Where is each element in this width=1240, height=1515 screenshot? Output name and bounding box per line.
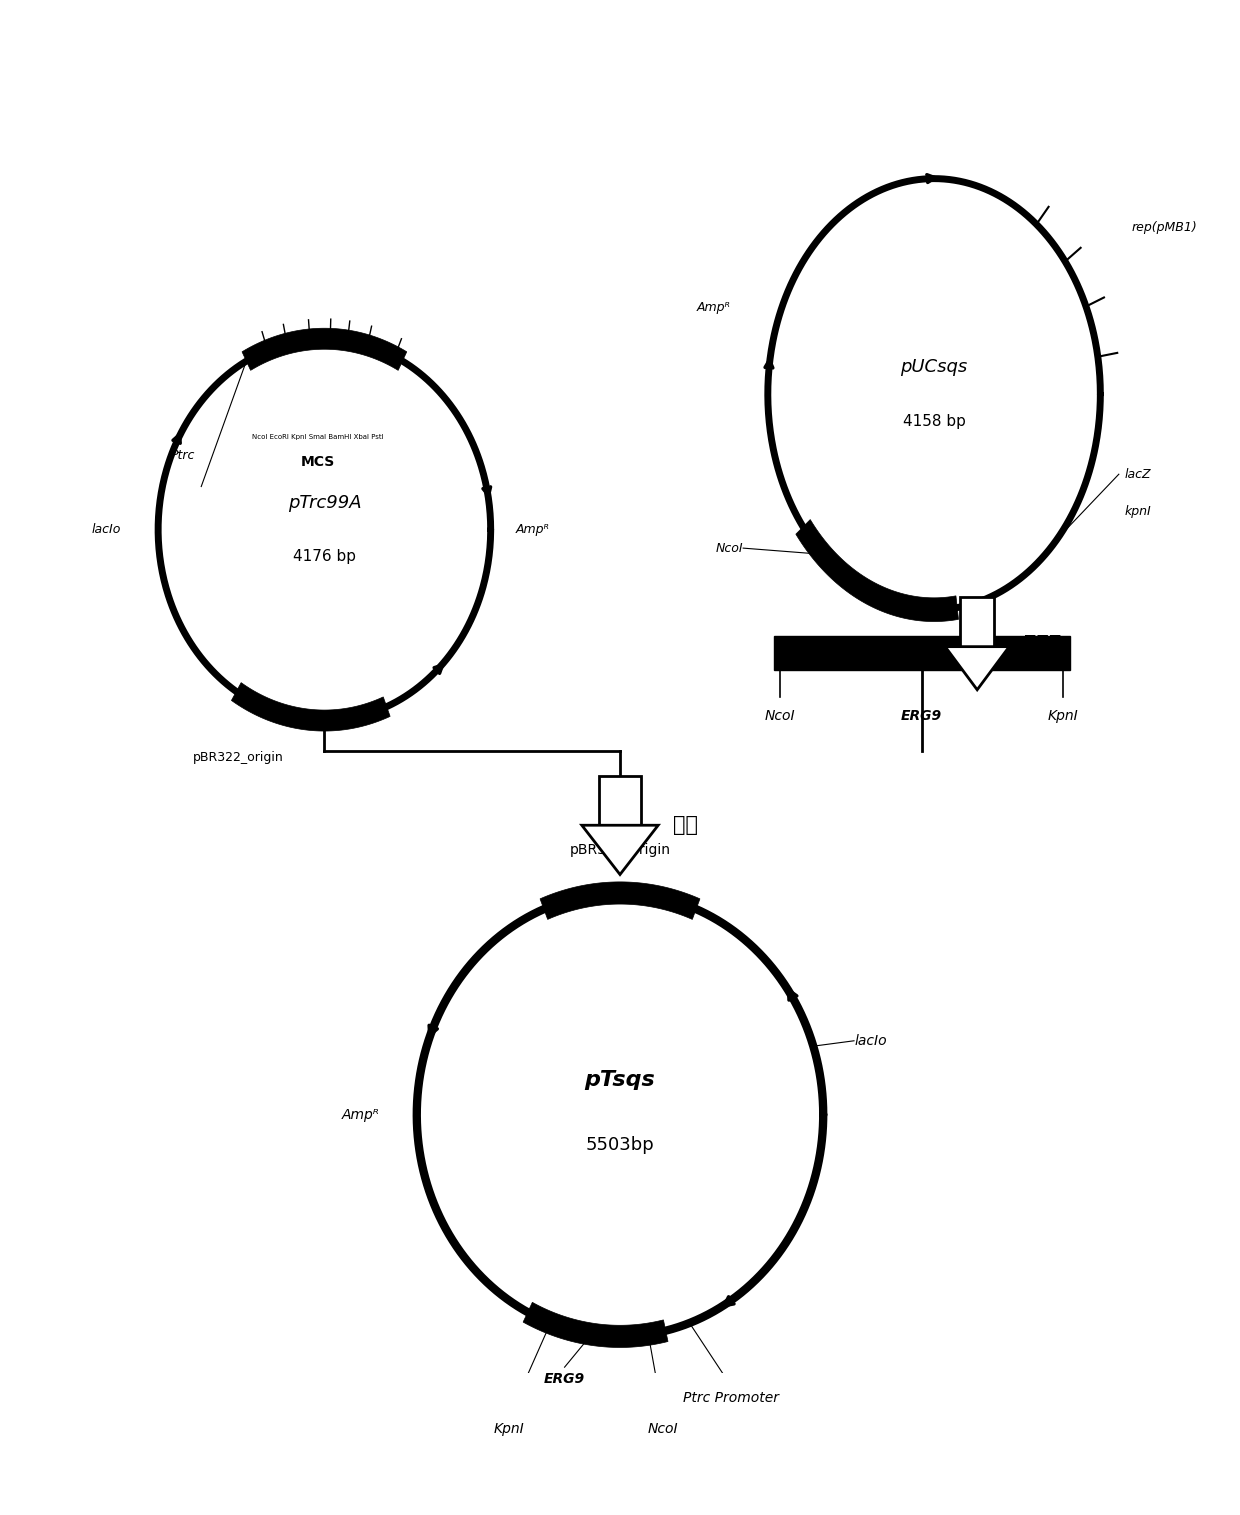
Text: Ptrc Promoter: Ptrc Promoter [683, 1391, 779, 1404]
Text: ERG9: ERG9 [928, 647, 965, 659]
Text: NcoI: NcoI [715, 542, 743, 554]
Text: pUCsqs: pUCsqs [900, 358, 967, 376]
Polygon shape [242, 329, 407, 370]
Text: lacZ: lacZ [1125, 468, 1152, 480]
Polygon shape [945, 647, 1009, 689]
Bar [774, 636, 1070, 670]
Text: Ampᴿ: Ampᴿ [516, 523, 549, 536]
Text: 双酵切: 双酵切 [1024, 633, 1061, 653]
Text: pTrc99A: pTrc99A [288, 494, 361, 512]
Text: Ampᴿ: Ampᴿ [697, 301, 730, 315]
Text: Ptrc: Ptrc [171, 450, 195, 462]
Text: NcoI: NcoI [765, 709, 795, 724]
Text: pTsqs: pTsqs [584, 1070, 656, 1091]
Text: 5503bp: 5503bp [585, 1136, 655, 1154]
Text: ERG9: ERG9 [901, 709, 942, 724]
Polygon shape [232, 683, 391, 732]
Text: KpnI: KpnI [1048, 709, 1079, 724]
Text: lacIᴏ: lacIᴏ [854, 1033, 887, 1048]
Text: 4158 bp: 4158 bp [903, 414, 966, 429]
Text: NcoI EcoRI KpnI SmaI BamHI XbaI PstI: NcoI EcoRI KpnI SmaI BamHI XbaI PstI [253, 435, 384, 441]
Polygon shape [796, 520, 959, 621]
Bar [599, 776, 641, 826]
Text: kpnI: kpnI [1125, 504, 1152, 518]
Text: 连接: 连接 [673, 815, 698, 835]
Polygon shape [541, 882, 699, 920]
Polygon shape [523, 1303, 668, 1347]
Bar [960, 597, 994, 647]
Text: rep(pMB1): rep(pMB1) [1131, 221, 1197, 235]
Text: pBR322_origin: pBR322_origin [192, 751, 284, 764]
Text: Ampᴿ: Ampᴿ [342, 1107, 379, 1121]
Text: MCS: MCS [301, 454, 335, 470]
Polygon shape [582, 826, 658, 874]
Text: NcoI: NcoI [647, 1421, 678, 1436]
Text: pBR322_origin: pBR322_origin [569, 842, 671, 857]
Text: 4176 bp: 4176 bp [293, 550, 356, 564]
Text: KpnI: KpnI [494, 1421, 525, 1436]
Text: lacIᴏ: lacIᴏ [92, 523, 122, 536]
Text: ERG9: ERG9 [544, 1373, 585, 1386]
